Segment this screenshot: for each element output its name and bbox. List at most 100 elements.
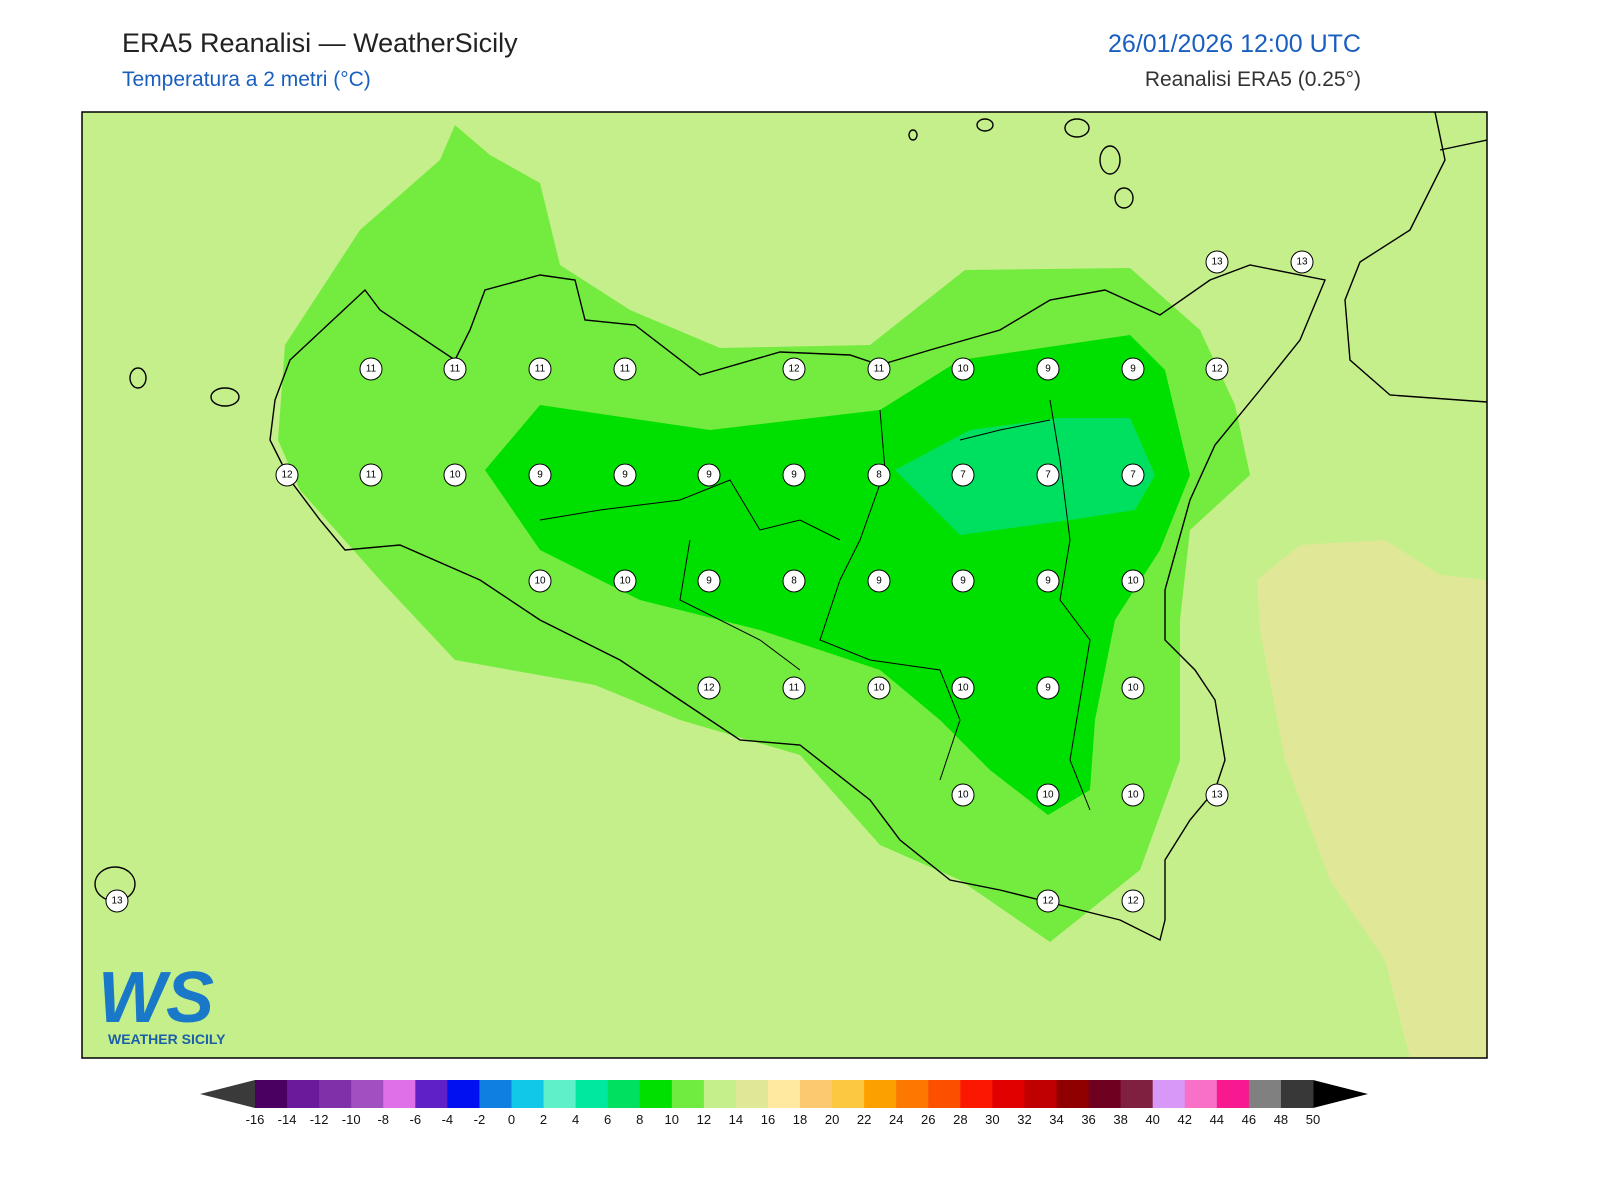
map-frame [81, 111, 1488, 1059]
colorbar-over [1313, 1080, 1368, 1108]
colorbar-tick-label: 18 [793, 1112, 807, 1127]
stations: 13 13 11 11 11 11 12 11 10 9 9 12 12 11 10 9 9 9 9 8 7 7 7 10 10… [105, 250, 1314, 913]
colorbar-swatch [1248, 1080, 1282, 1108]
station-value: 8 [876, 470, 882, 481]
station-marker [1121, 783, 1145, 807]
logo-mark: WS [98, 958, 214, 1038]
colorbar-swatch [671, 1080, 705, 1108]
station-marker [782, 463, 806, 487]
colorbar-tick-label: 28 [953, 1112, 967, 1127]
colorbar-swatch [864, 1080, 897, 1108]
station-marker [867, 463, 891, 487]
station-value: 11 [535, 364, 546, 375]
station-marker [1036, 357, 1060, 381]
colorbar-tick-label: 22 [857, 1112, 871, 1127]
colorbar-swatch [319, 1080, 352, 1108]
colorbar-tick-label: -6 [410, 1112, 422, 1127]
station-marker [782, 676, 806, 700]
colorbar-tick-label: 14 [729, 1112, 743, 1127]
colorbar-tick-label: 46 [1242, 1112, 1256, 1127]
station-marker [1036, 463, 1060, 487]
subtitle: Temperatura a 2 metri (°C) [122, 68, 371, 91]
colorbar-tick-label: 4 [572, 1112, 579, 1127]
station-value: 12 [703, 683, 715, 694]
station-value: 11 [450, 364, 461, 375]
station-marker [951, 783, 975, 807]
colorbar-tick-label: 30 [985, 1112, 999, 1127]
station-marker [697, 463, 721, 487]
station-value: 10 [449, 470, 461, 481]
station-value: 11 [366, 364, 377, 375]
station-value: 9 [622, 470, 628, 481]
colorbar-tick-label: 38 [1113, 1112, 1127, 1127]
station-marker [528, 463, 552, 487]
station-marker [105, 889, 129, 913]
colorbar-swatch [383, 1080, 416, 1108]
station-marker [528, 569, 552, 593]
station-marker [951, 569, 975, 593]
colorbar-tick-label: 0 [508, 1112, 515, 1127]
colorbar-swatch [351, 1080, 384, 1108]
station-value: 9 [537, 470, 543, 481]
title: ERA5 Reanalisi — WeatherSicily [122, 28, 518, 58]
station-value: 10 [1042, 790, 1054, 801]
station-marker [359, 463, 383, 487]
colorbar-under [200, 1080, 255, 1108]
colorbar-swatch [255, 1080, 288, 1108]
colorbar-tick-label: -10 [342, 1112, 361, 1127]
datetime: 26/01/2026 12:00 UTC [1108, 30, 1361, 58]
colorbar-swatch [607, 1080, 641, 1108]
colorbar-tick-label: 50 [1306, 1112, 1320, 1127]
colorbar-tick-label: 20 [825, 1112, 839, 1127]
colorbar-swatch [1216, 1080, 1250, 1108]
station-value: 8 [791, 576, 797, 587]
colorbar-swatch [1024, 1080, 1058, 1108]
station-marker [1121, 889, 1145, 913]
station-marker [528, 357, 552, 381]
station-value: 9 [1045, 576, 1051, 587]
station-marker [1121, 676, 1145, 700]
station-value: 10 [873, 683, 885, 694]
station-marker [613, 463, 637, 487]
colorbar-tick-label: 8 [636, 1112, 643, 1127]
station-value: 10 [957, 683, 969, 694]
colorbar-tick-label: -16 [246, 1112, 265, 1127]
station-marker [1036, 676, 1060, 700]
colorbar: -16 -14 -12 -10 -8 -6 -4 -2 0 2 4 6 8 10 12 14 16 18 20 22 2… [200, 1080, 1368, 1127]
colorbar-swatch [767, 1080, 801, 1108]
station-value: 12 [788, 364, 800, 375]
colorbar-swatch [735, 1080, 769, 1108]
colorbar-swatch [1056, 1080, 1090, 1108]
station-value: 9 [1045, 364, 1051, 375]
colorbar-tick-label: 32 [1017, 1112, 1031, 1127]
station-marker [1205, 357, 1229, 381]
station-value: 10 [619, 576, 631, 587]
station-value: 12 [281, 470, 293, 481]
colorbar-swatch [511, 1080, 545, 1108]
station-value: 9 [876, 576, 882, 587]
colorbar-tick-label: 44 [1210, 1112, 1224, 1127]
station-marker [613, 569, 637, 593]
station-value: 7 [960, 470, 966, 481]
station-marker [951, 463, 975, 487]
station-marker [443, 357, 467, 381]
colorbar-swatch [1184, 1080, 1218, 1108]
station-marker [951, 357, 975, 381]
colorbar-swatch [639, 1080, 673, 1108]
station-value: 7 [1130, 470, 1136, 481]
station-value: 11 [366, 470, 377, 481]
map: 13 13 11 11 11 11 12 11 10 9 9 12 12 11 10 9 9 9 9 8 7 7 7 10 10… [82, 112, 1487, 1058]
colorbar-tick-label: 2 [540, 1112, 547, 1127]
colorbar-tick-label: -8 [377, 1112, 389, 1127]
colorbar-swatch [960, 1080, 993, 1108]
colorbar-swatch [1120, 1080, 1154, 1108]
station-value: 10 [957, 790, 969, 801]
station-value: 11 [620, 364, 631, 375]
station-marker [951, 676, 975, 700]
station-marker [782, 357, 806, 381]
station-marker [867, 357, 891, 381]
colorbar-tick-label: 12 [697, 1112, 711, 1127]
colorbar-tick-label: 16 [761, 1112, 775, 1127]
colorbar-swatch [992, 1080, 1025, 1108]
